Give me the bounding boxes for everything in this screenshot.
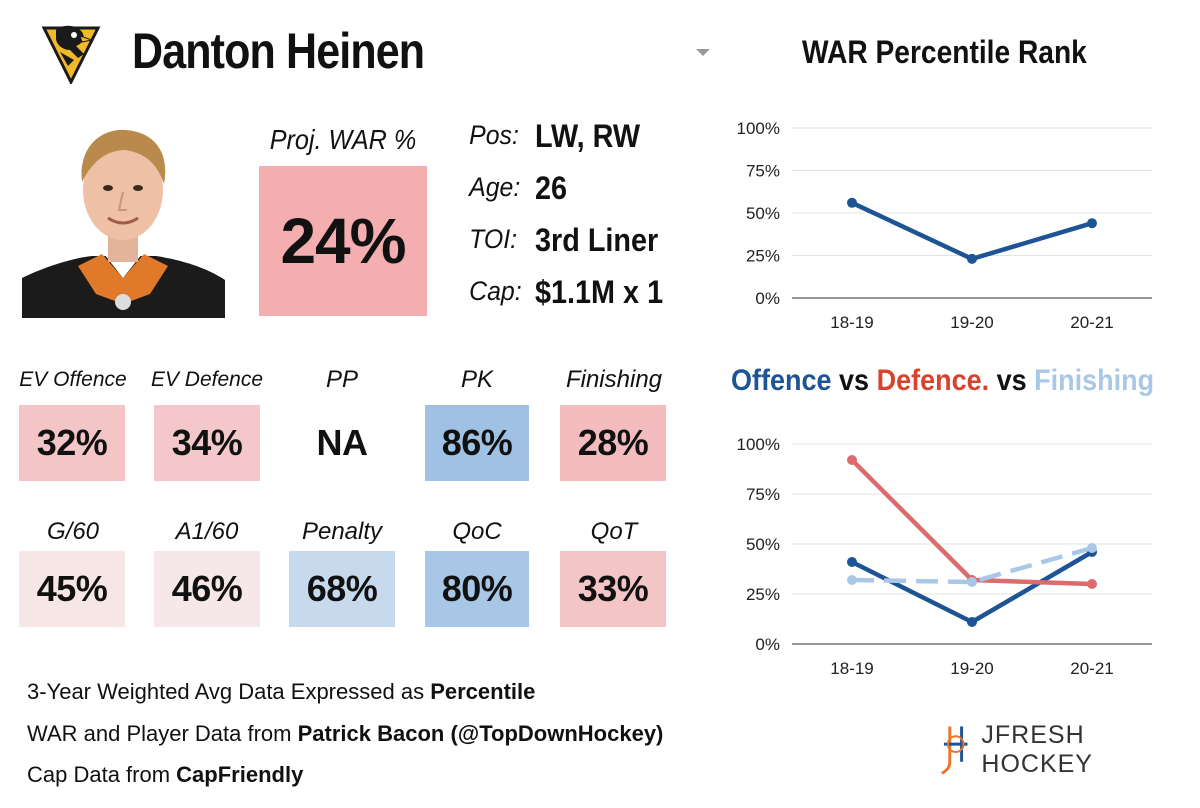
chart-legend-title: Offence vs Defence. vs Finishing [731,364,1154,398]
finishing-value: 28% [560,405,666,481]
series-line-defence [850,458,1093,587]
war-percentile-chart: 0% 25% 50% 75% 100% 18-19 19-20 20-21 [737,119,1152,332]
footer-line-3: Cap Data from CapFriendly [27,762,304,787]
data-point [847,455,857,465]
pp-label: PP [325,366,358,393]
data-point [847,197,857,208]
war-chart-title: WAR Percentile Rank [802,34,1087,70]
team-logo [38,20,104,86]
data-point [1087,543,1097,553]
legend-vs-2: vs [989,364,1035,397]
y-tick-label: 100% [737,435,780,454]
cap-label: Cap: [469,276,522,306]
y-tick-label: 25% [746,247,780,266]
x-tick-label: 18-19 [830,659,873,678]
cap-value: $1.1M x 1 [535,274,664,310]
y-tick-label: 0% [755,289,780,308]
legend-finishing: Finishing [1034,364,1155,397]
y-tick-label: 50% [746,535,780,554]
offence-defence-finishing-chart: 0% 25% 50% 75% 100% 18-19 19-20 20-21 [737,435,1152,678]
legend-offence: Offence [731,364,832,397]
brand-name: JFRESH HOCKEY [981,721,1093,778]
penalty-label: Penalty [301,518,383,545]
ev-offence-value: 32% [19,405,125,481]
qoc-label: QoC [452,518,502,545]
pk-value: 86% [425,405,529,481]
y-tick-label: 25% [746,585,780,604]
pos-label: Pos: [469,120,519,150]
brand-logo-icon [940,726,968,775]
toi-label: TOI: [469,224,518,254]
data-point [967,253,977,264]
ev-defence-label: EV Defence [150,368,264,391]
x-tick-label: 19-20 [950,313,993,332]
x-tick-label: 20-21 [1070,313,1113,332]
y-tick-label: 0% [755,635,780,654]
a160-value: 46% [154,551,260,627]
ev-defence-value: 34% [154,405,260,481]
y-tick-label: 75% [746,162,780,181]
data-point [847,557,857,567]
g60-value: 45% [19,551,125,627]
legend-defence: Defence. [876,364,990,397]
pk-label: PK [460,366,493,393]
data-point [967,617,977,627]
finishing-label: Finishing [565,366,663,393]
pos-value: LW, RW [535,118,641,154]
toi-value: 3rd Liner [535,222,659,258]
series-line-war [851,200,1093,262]
pp-value: NA [289,405,395,481]
series-line-finishing [851,545,1093,585]
legend-vs-1: vs [831,364,877,397]
data-point [847,575,857,585]
proj-war-value: 24% [259,166,427,316]
age-value: 26 [535,170,568,206]
y-tick-label: 100% [737,119,780,138]
x-tick-label: 19-20 [950,659,993,678]
data-point [1087,218,1097,229]
player-headshot [22,118,225,318]
qot-label: QoT [590,518,638,545]
data-point [967,577,977,587]
player-name: Danton Heinen [132,23,425,79]
y-tick-label: 50% [746,204,780,223]
ev-offence-label: EV Offence [19,368,127,391]
footer-line-1: 3-Year Weighted Avg Data Expressed as Pe… [27,679,536,704]
footer-line-2: WAR and Player Data from Patrick Bacon (… [27,721,664,746]
x-tick-label: 18-19 [830,313,873,332]
chevron-down-icon[interactable] [696,49,710,56]
qot-value: 33% [560,551,666,627]
brand: JFRESH HOCKEY [940,721,1200,778]
x-tick-label: 20-21 [1070,659,1113,678]
age-label: Age: [469,172,521,202]
qoc-value: 80% [425,551,529,627]
penalty-value: 68% [289,551,395,627]
y-tick-label: 75% [746,485,780,504]
g60-label: G/60 [46,518,100,545]
a160-label: A1/60 [175,518,239,545]
proj-war-label: Proj. WAR % [269,124,417,155]
data-point [1087,579,1097,589]
